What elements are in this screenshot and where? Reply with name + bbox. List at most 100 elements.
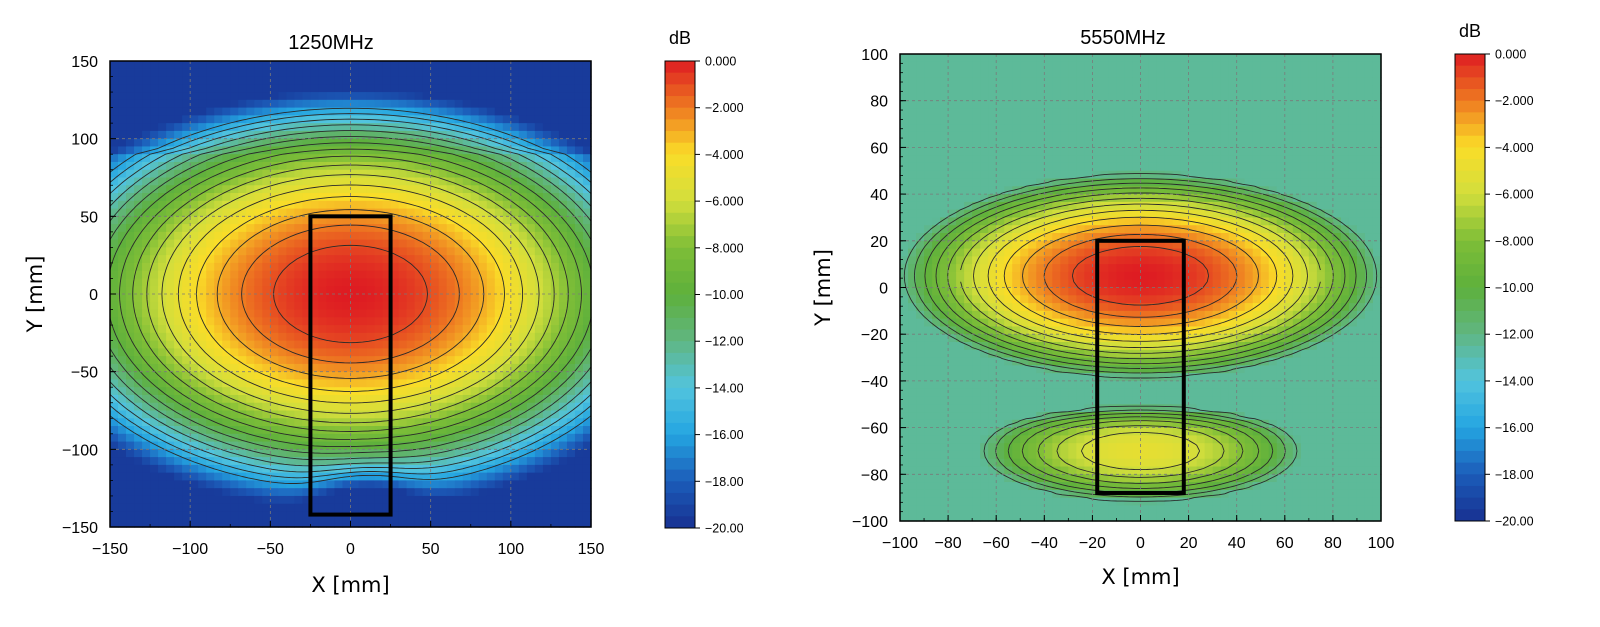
heatmap-cell <box>948 482 957 491</box>
heatmap-cell <box>342 61 352 70</box>
heatmap-cell <box>334 270 344 280</box>
heatmap-cell <box>222 348 231 357</box>
heatmap-cell <box>198 154 207 163</box>
heatmap-cell <box>142 107 151 116</box>
heatmap-cell <box>230 294 239 303</box>
heatmap-cell <box>302 255 312 264</box>
heatmap-cell <box>972 100 981 110</box>
heatmap-cell <box>262 161 271 171</box>
heatmap-cell <box>470 426 480 435</box>
heatmap-cell <box>238 255 247 264</box>
heatmap-cell <box>582 92 592 101</box>
heatmap-cell <box>1044 466 1053 475</box>
heatmap-cell <box>542 92 552 101</box>
heatmap-cell <box>366 169 376 179</box>
heatmap-cell <box>932 365 941 374</box>
heatmap-cell <box>550 309 560 318</box>
heatmap-cell <box>366 433 376 443</box>
heatmap-cell <box>214 200 223 210</box>
heatmap-cell <box>462 146 472 155</box>
heatmap-cell <box>574 224 584 233</box>
heatmap-cell <box>198 61 207 70</box>
heatmap-cell <box>964 233 973 242</box>
heatmap-cell <box>382 61 392 70</box>
heatmap-cell <box>390 270 400 280</box>
heatmap-cell <box>502 340 512 349</box>
heatmap-cell <box>382 480 392 489</box>
heatmap-cell <box>150 154 159 163</box>
heatmap-cell <box>996 427 1005 436</box>
heatmap-cell <box>940 225 949 234</box>
y-tick-label: 100 <box>71 132 98 149</box>
heatmap-cell <box>246 231 255 241</box>
heatmap-cell <box>334 503 344 513</box>
heatmap-cell <box>254 519 263 528</box>
heatmap-cell <box>446 146 456 155</box>
heatmap-cell <box>454 61 464 70</box>
heatmap-cell <box>406 503 416 513</box>
heatmap-cell <box>270 511 279 520</box>
heatmap-cell <box>574 294 584 303</box>
heatmap-cell <box>358 301 368 311</box>
heatmap-cell <box>254 301 263 311</box>
heatmap-cell <box>190 449 199 458</box>
heatmap-cell <box>574 123 584 132</box>
heatmap-cell <box>398 418 408 427</box>
heatmap-cell <box>518 107 528 116</box>
heatmap-cell <box>358 76 368 85</box>
heatmap-cell <box>158 325 167 334</box>
heatmap-cell <box>582 348 592 357</box>
heatmap-cell <box>222 76 231 85</box>
heatmap-cell <box>494 348 504 357</box>
heatmap-cell <box>494 185 504 194</box>
heatmap-cell <box>326 68 336 78</box>
heatmap-cell <box>996 131 1005 141</box>
heatmap-cell <box>478 68 488 78</box>
heatmap-cell <box>382 371 392 381</box>
heatmap-cell <box>542 472 552 481</box>
heatmap-cell <box>350 433 360 443</box>
heatmap-cell <box>414 231 424 241</box>
heatmap-cell <box>286 503 295 513</box>
heatmap-cell <box>438 379 448 388</box>
heatmap-cell <box>294 325 303 334</box>
heatmap-cell <box>398 92 408 101</box>
heatmap-cell <box>1020 178 1029 187</box>
heatmap-cell <box>526 247 536 256</box>
heatmap-cell <box>422 426 432 435</box>
heatmap-cell <box>414 457 424 466</box>
heatmap-cell <box>494 208 504 217</box>
heatmap-cell <box>566 177 576 186</box>
heatmap-cell <box>908 450 917 460</box>
heatmap-cell <box>908 380 917 390</box>
heatmap-cell <box>406 301 416 311</box>
heatmap-cell <box>182 340 191 349</box>
heatmap-cell <box>350 402 360 412</box>
heatmap-cell <box>294 309 303 318</box>
heatmap-cell <box>502 239 512 248</box>
heatmap-cell <box>454 278 464 287</box>
heatmap-cell <box>246 394 255 404</box>
heatmap-cell <box>134 84 143 93</box>
heatmap-cell <box>486 177 496 186</box>
heatmap-cell <box>510 146 520 155</box>
heatmap-cell <box>390 418 400 427</box>
heatmap-cell <box>582 488 592 497</box>
heatmap-cell <box>310 480 320 489</box>
heatmap-cell <box>996 264 1005 273</box>
heatmap-cell <box>118 262 127 272</box>
heatmap-cell <box>302 177 312 186</box>
heatmap-cell <box>454 200 464 210</box>
heatmap-cell <box>996 162 1005 172</box>
heatmap-cell <box>494 130 504 140</box>
heatmap-cell <box>182 130 191 140</box>
heatmap-cell <box>222 457 231 466</box>
heatmap-cell <box>382 363 392 373</box>
heatmap-cell <box>198 441 207 450</box>
heatmap-cell <box>1028 69 1037 78</box>
heatmap-cell <box>326 356 336 365</box>
heatmap-cell <box>246 123 255 132</box>
heatmap-cell <box>350 464 360 474</box>
heatmap-cell <box>924 240 933 250</box>
heatmap-cell <box>126 99 135 109</box>
